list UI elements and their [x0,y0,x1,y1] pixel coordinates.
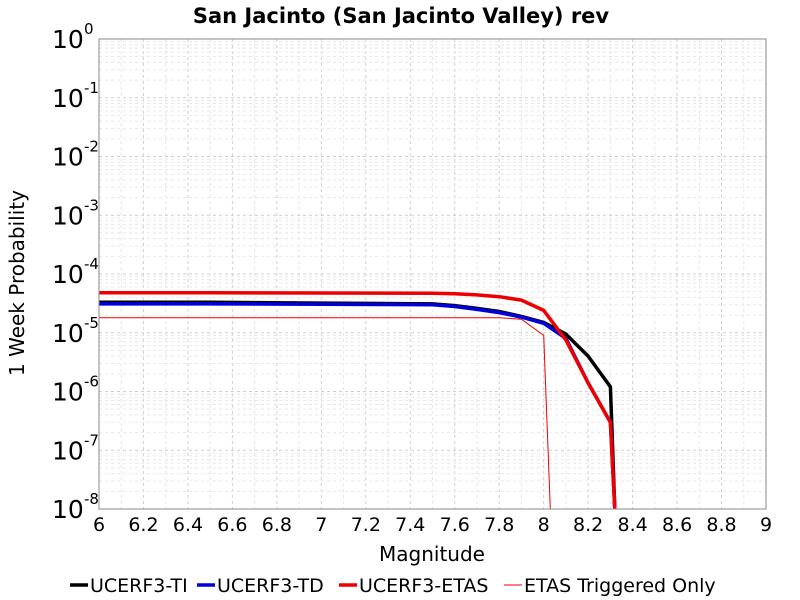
legend: UCERF3-TI UCERF3-TD UCERF3-ETAS ETAS Trigge… [70,575,716,597]
x-tick-label: 8.4 [617,514,647,536]
y-tick-base: 10 [52,436,84,465]
y-tick-exponent: -2 [84,138,99,156]
x-tick-label: 6 [93,514,105,536]
y-tick-label: 10 -8 [52,490,99,524]
y-tick-exponent: -6 [84,373,99,391]
legend-entry: UCERF3-TD [197,575,324,597]
series-line-etas-triggered-only [99,317,551,509]
y-tick-base: 10 [52,378,84,407]
legend-label: UCERF3-ETAS [359,575,488,597]
series-layer [99,290,617,509]
x-tick-label: 7 [315,514,327,536]
x-tick-labels: 6 6.2 6.4 6.6 6.8 7 7.2 7.4 7.6 7.8 8 8.2 8.4 8.6 8.8 9 [93,514,772,536]
legend-label: UCERF3-TI [90,575,188,597]
x-tick-label: 7.2 [351,514,381,536]
y-tick-label: 10 0 [52,20,94,54]
y-tick-exponent: -1 [84,79,99,97]
series-line-ucerf3-etas [99,290,617,509]
x-tick-label: 6.4 [173,514,203,536]
y-tick-label: 10 -1 [52,79,99,113]
legend-entry: ETAS Triggered Only [504,575,716,597]
y-tick-exponent: -3 [84,196,99,214]
x-tick-label: 7.6 [440,514,470,536]
y-tick-base: 10 [52,84,84,113]
x-tick-label: 7.4 [395,514,425,536]
y-tick-label: 10 -5 [52,314,99,348]
y-tick-exponent: 0 [84,20,94,38]
y-tick-label: 10 -3 [52,196,99,230]
y-tick-label: 10 -4 [52,255,99,289]
x-tick-label: 8.8 [706,514,736,536]
legend-label: UCERF3-TD [217,575,324,597]
x-tick-label: 8.2 [573,514,603,536]
y-tick-exponent: -8 [84,490,99,508]
y-tick-exponent: -5 [84,314,99,332]
y-tick-label: 10 -2 [52,138,99,172]
x-tick-label: 6.8 [262,514,292,536]
y-tick-base: 10 [52,143,84,172]
legend-entry: UCERF3-ETAS [339,575,488,597]
x-tick-label: 7.8 [484,514,514,536]
y-tick-base: 10 [52,260,84,289]
x-tick-label: 8.6 [662,514,692,536]
legend-label: ETAS Triggered Only [524,575,716,597]
chart-title: San Jacinto (San Jacinto Valley) rev [193,4,610,28]
x-tick-label: 9 [760,514,772,536]
y-tick-exponent: -7 [84,431,99,449]
y-tick-label: 10 -6 [52,373,99,407]
x-tick-label: 8 [538,514,550,536]
y-tick-base: 10 [52,319,84,348]
x-axis-label: Magnitude [379,542,485,566]
y-tick-exponent: -4 [84,255,99,273]
x-tick-label: 6.2 [128,514,158,536]
x-tick-label: 6.6 [217,514,247,536]
plot-border [98,38,767,510]
y-tick-label: 10 -7 [52,431,99,465]
legend-entry: UCERF3-TI [70,575,188,597]
y-axis-label: 1 Week Probability [5,190,29,376]
y-tick-base: 10 [52,25,84,54]
y-tick-base: 10 [52,201,84,230]
y-tick-base: 10 [52,495,84,524]
